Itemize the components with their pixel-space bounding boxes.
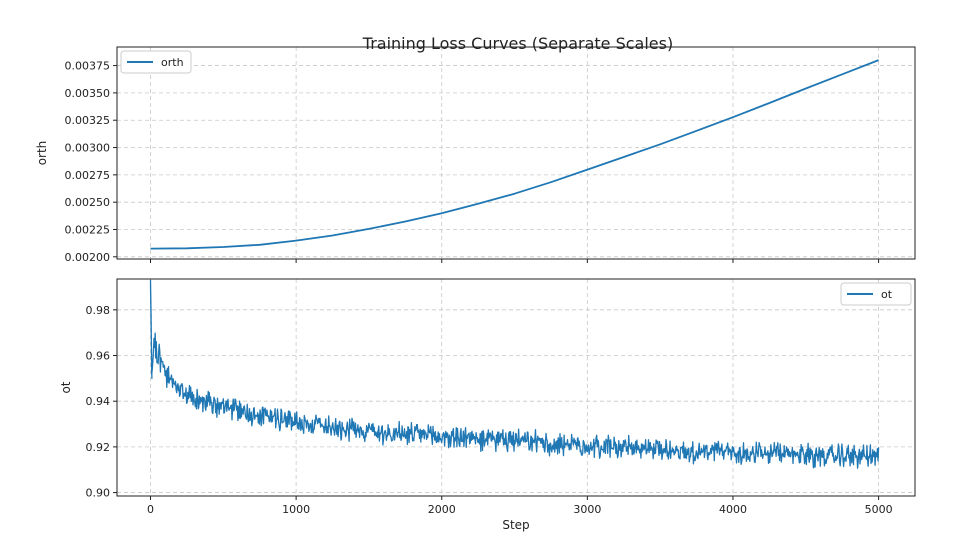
series-line-orth <box>150 59 879 250</box>
x-tick-label: 0 <box>147 503 154 516</box>
ot-panel: 0.90 0.92 0.94 0.96 0.98 0 1000 2000 3000 4000 50… <box>59 278 916 516</box>
orth-axes-frame <box>116 46 916 260</box>
legend-box <box>840 282 912 306</box>
x-axis-label: Step <box>502 518 529 532</box>
y-tick-label: 0.98 <box>86 304 111 317</box>
x-tick-label: 2000 <box>428 503 456 516</box>
y-tick-label: 0.94 <box>86 395 111 408</box>
legend-label: orth <box>161 56 184 69</box>
chart-title: Training Loss Curves (Separate Scales) <box>362 34 673 53</box>
ot-gridlines <box>117 279 915 496</box>
y-tick-label: 0.00300 <box>65 142 111 155</box>
legend-box <box>120 50 192 74</box>
y-tick-label: 0.00275 <box>65 169 111 182</box>
x-tick-label: 4000 <box>719 503 747 516</box>
ot-legend: ot <box>840 282 912 306</box>
series-line-ot <box>149 279 880 469</box>
y-tick-label: 0.00350 <box>65 87 111 100</box>
orth-panel: 0.00200 0.00225 0.00250 0.00275 0.00300 0.003… <box>35 46 916 264</box>
y-tick-label: 0.00250 <box>65 196 111 209</box>
legend-label: ot <box>881 288 893 301</box>
orth-gridlines <box>117 47 915 259</box>
y-tick-label: 0.00225 <box>65 223 111 236</box>
ot-y-ticks: 0.90 0.92 0.94 0.96 0.98 <box>86 304 117 500</box>
y-tick-label: 0.00200 <box>65 251 111 264</box>
x-tick-label: 5000 <box>865 503 893 516</box>
orth-series-group <box>150 59 879 250</box>
orth-legend: orth <box>120 50 192 74</box>
y-tick-label: 0.92 <box>86 441 111 454</box>
orth-y-ticks: 0.00200 0.00225 0.00250 0.00275 0.00300 0.003… <box>65 60 117 264</box>
ot-x-ticks: 0 1000 2000 3000 4000 5000 <box>147 496 893 516</box>
y-tick-label: 0.00375 <box>65 60 111 73</box>
ot-axes-frame <box>116 278 916 497</box>
x-tick-label: 3000 <box>573 503 601 516</box>
ot-series-group <box>149 279 880 469</box>
y-tick-label: 0.00325 <box>65 114 111 127</box>
x-tick-label: 1000 <box>282 503 310 516</box>
orth-x-ticks <box>149 259 880 263</box>
ot-y-axis-label: ot <box>59 381 73 393</box>
y-tick-label: 0.96 <box>86 350 111 363</box>
orth-y-axis-label: orth <box>35 141 49 166</box>
y-tick-label: 0.90 <box>86 487 111 500</box>
